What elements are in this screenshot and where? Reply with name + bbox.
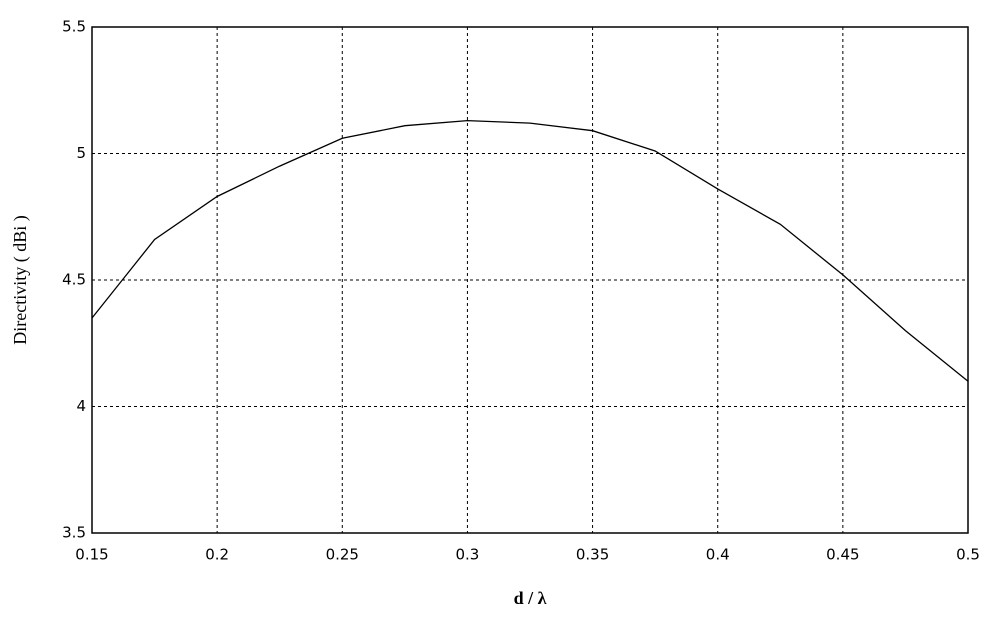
x-tick-label: 0.3 (455, 546, 479, 564)
y-tick-label: 3.5 (62, 524, 86, 542)
x-tick-label: 0.15 (75, 546, 108, 564)
x-axis-label: d / λ (514, 588, 547, 608)
x-tick-label: 0.35 (576, 546, 609, 564)
y-tick-label: 5.5 (62, 18, 86, 36)
x-tick-label: 0.45 (826, 546, 859, 564)
y-tick-label: 4 (76, 397, 86, 415)
y-axis-label: Directivity ( dBi ) (10, 215, 31, 344)
x-tick-label: 0.25 (326, 546, 359, 564)
y-tick-label: 4.5 (62, 271, 86, 289)
plot-frame (91, 26, 969, 534)
x-tick-label: 0.4 (706, 546, 730, 564)
x-tick-label: 0.5 (956, 546, 980, 564)
x-tick-label: 0.2 (205, 546, 229, 564)
data-line (91, 119, 969, 382)
y-tick-label: 5 (76, 144, 86, 162)
